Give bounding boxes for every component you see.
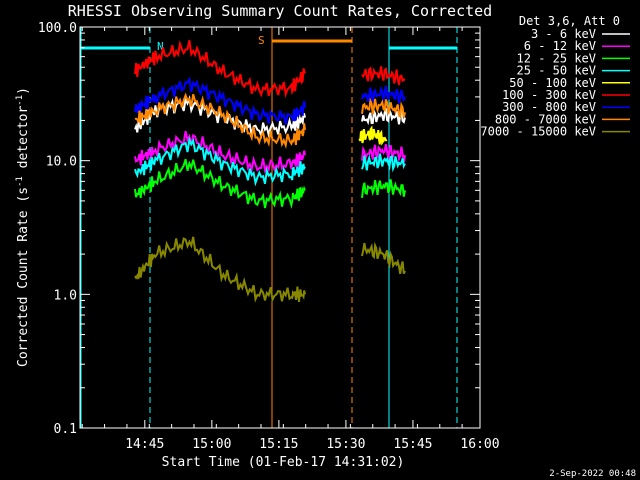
footer-timestamp: 2-Sep-2022 00:48 bbox=[549, 469, 636, 479]
y-axis-label: Corrected Count Rate (s-1 detector-1) bbox=[15, 87, 31, 367]
legend-label: 12 - 25 keV bbox=[517, 51, 596, 65]
legend-label: 25 - 50 keV bbox=[517, 64, 596, 78]
series-line-12-25keV bbox=[134, 159, 306, 209]
series-line-7000-15000keV bbox=[361, 241, 406, 274]
series-line-6-12keV bbox=[361, 144, 406, 163]
series-line-800-7000keV bbox=[361, 97, 406, 120]
x-tick-label: 15:00 bbox=[192, 437, 231, 452]
plot-axes: 14:45 15:00 15:15 15:30 15:45 16:00 100.0 10.0 1… bbox=[38, 21, 500, 452]
y-axis-label-end: ) bbox=[16, 87, 31, 95]
y-tick-label: 1.0 bbox=[54, 288, 77, 303]
y-tick-label: 10.0 bbox=[46, 155, 77, 170]
y-tick-label: 100.0 bbox=[38, 21, 77, 36]
y-axis-label-mid: detector bbox=[16, 106, 31, 177]
y-axis-label-main: Corrected Count Rate (s bbox=[16, 187, 31, 367]
legend-label: 3 - 6 keV bbox=[531, 27, 596, 41]
series-line-300-800keV bbox=[361, 85, 406, 104]
legend-title: Det 3,6, Att 0 bbox=[519, 14, 620, 28]
series-line-25-50keV bbox=[134, 136, 306, 187]
legend-label: 300 - 800 keV bbox=[502, 100, 596, 114]
x-tick-label: 15:45 bbox=[393, 437, 432, 452]
x-tick-label: 15:15 bbox=[259, 437, 298, 452]
x-axis-label: Start Time (01-Feb-17 14:31:02) bbox=[162, 455, 405, 470]
series-line-50-100keV bbox=[358, 125, 388, 146]
x-tick-label: 15:30 bbox=[326, 437, 365, 452]
y-axis-label-sup2: -1 bbox=[15, 95, 25, 106]
y-axis-label-sup1: -1 bbox=[15, 176, 25, 187]
plot-frame bbox=[79, 26, 481, 429]
annotation-n: N bbox=[157, 40, 164, 53]
series-layer bbox=[134, 39, 406, 303]
chart-title: RHESSI Observing Summary Count Rates, Co… bbox=[68, 2, 492, 20]
annotation-s: S bbox=[258, 34, 265, 47]
series-line-7000-15000keV bbox=[134, 236, 306, 303]
legend-label: 100 - 300 keV bbox=[502, 88, 596, 102]
series-line-12-25keV bbox=[361, 179, 406, 199]
series-line-100-300keV bbox=[361, 66, 406, 86]
series-line-100-300keV bbox=[134, 39, 306, 99]
legend-label: 50 - 100 keV bbox=[509, 76, 596, 90]
y-tick-label: 0.1 bbox=[54, 422, 77, 437]
legend-label: 7000 - 15000 keV bbox=[480, 125, 596, 139]
x-tick-label: 16:00 bbox=[460, 437, 499, 452]
x-tick-label: 14:45 bbox=[125, 437, 164, 452]
legend-label: 6 - 12 keV bbox=[524, 39, 596, 53]
series-line-25-50keV bbox=[361, 153, 406, 173]
series-line-800-7000keV bbox=[134, 92, 306, 149]
legend-label: 800 - 7000 keV bbox=[495, 112, 596, 126]
series-line-6-12keV bbox=[134, 130, 306, 174]
series-line-300-800keV bbox=[134, 76, 306, 125]
series-line-3-6keV bbox=[361, 107, 406, 126]
